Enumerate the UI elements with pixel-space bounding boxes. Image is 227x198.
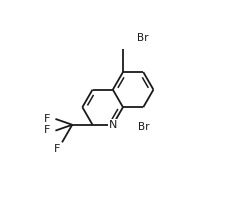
Text: F: F — [44, 114, 50, 124]
Text: N: N — [108, 120, 116, 130]
Text: Br: Br — [137, 122, 148, 132]
Text: F: F — [54, 144, 60, 154]
Text: Br: Br — [137, 33, 148, 44]
Text: F: F — [44, 125, 50, 135]
